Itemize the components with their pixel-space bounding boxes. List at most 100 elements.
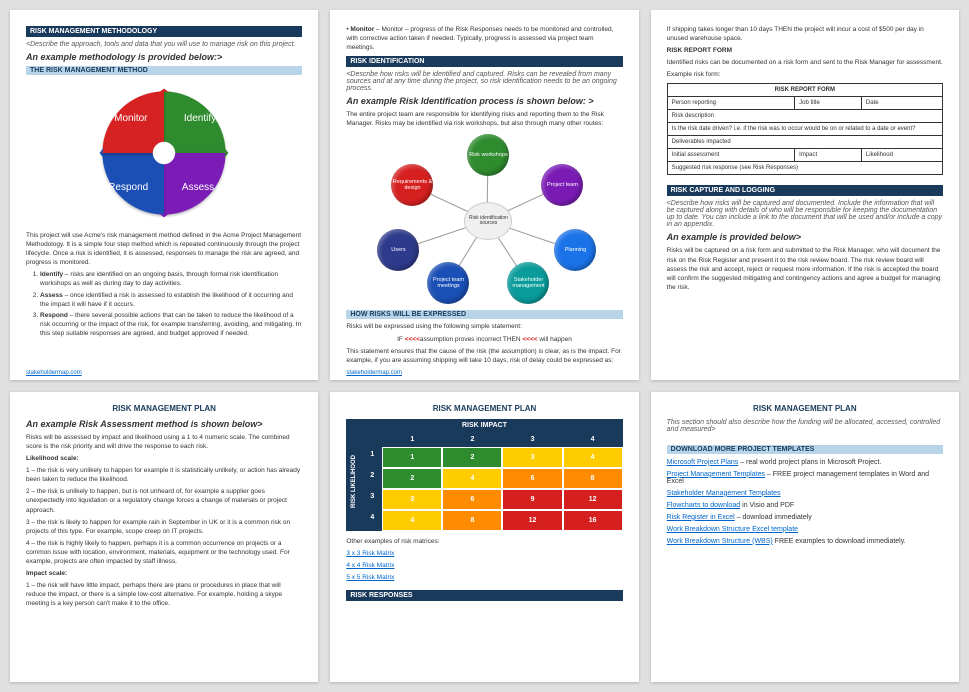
download-link[interactable]: Flowcharts to download (667, 502, 741, 509)
likelihood-item: 4 – the risk is highly likely to happen,… (26, 539, 302, 566)
express-closing: This statement ensures that the cause of… (346, 347, 622, 365)
table-cell: Suggested risk response (see Risk Respon… (667, 162, 942, 175)
page-5: RISK MANAGEMENT PLAN RISK IMPACT RISK LI… (330, 392, 638, 682)
page-3: If shipping takes longer than 10 days TH… (651, 10, 959, 380)
express-heading: HOW RISKS WILL BE EXPRESSED (346, 310, 622, 319)
matrix-row-header: 2 (362, 468, 382, 489)
matrix-row-header: 4 (362, 510, 382, 531)
plan-title: RISK MANAGEMENT PLAN (346, 404, 622, 413)
table-row: Deliverables impacted (667, 136, 942, 149)
shipping-example: If shipping takes longer than 10 days TH… (667, 25, 943, 43)
method-subheading: THE RISK MANAGEMENT METHOD (26, 66, 302, 75)
table-cell: Likelihood (861, 149, 942, 162)
pie-label-monitor: Monitor (114, 113, 147, 124)
download-heading: DOWNLOAD MORE PROJECT TEMPLATES (667, 445, 943, 454)
risk-matrix: RISK IMPACT RISK LIKELIHOOD1234112342246… (346, 419, 622, 531)
express-text: Risks will be expressed using the follow… (346, 322, 622, 331)
download-link[interactable]: Stakeholder Management Templates (667, 490, 781, 497)
spider-diagram: Risk workshops Project team PlanningStakeh… (369, 134, 599, 304)
risk-report-table: RISK REPORT FORMPerson reportingJob titl… (667, 83, 943, 175)
methodology-desc: <Describe the approach, tools and data t… (26, 41, 302, 48)
footer-link[interactable]: stakeholdermap.com (346, 370, 402, 376)
form-title: RISK REPORT FORM (667, 46, 943, 55)
risk-id-desc: <Describe how risks will be identified a… (346, 71, 622, 92)
pie-svg (94, 83, 234, 223)
download-desc: – real world project plans in Microsoft … (738, 459, 881, 466)
step-respond: Respond – there several possible actions… (40, 311, 302, 338)
spider-center: Risk identification sources (464, 202, 512, 240)
matrix-cell: 16 (563, 510, 623, 531)
download-item: Flowcharts to download in Visio and PDF (667, 502, 943, 509)
monitor-line: • Monitor – Monitor – progress of the Ri… (346, 25, 622, 52)
likelihood-list: 1 – the risk is very unlikely to happen … (26, 466, 302, 566)
download-link[interactable]: Work Breakdown Structure Excel template (667, 526, 798, 533)
download-link[interactable]: Project Management Templates (667, 471, 765, 478)
download-item: Microsoft Project Plans – real world pro… (667, 459, 943, 466)
spider-node: Risk workshops (467, 134, 509, 176)
matrix-cell: 3 (382, 489, 442, 510)
matrix-links: 3 x 3 Risk Matrix 4 x 4 Risk Matrix 5 x 5 … (346, 549, 622, 582)
plan-title: RISK MANAGEMENT PLAN (667, 404, 943, 413)
matrix-cell: 2 (442, 447, 502, 468)
spider-node: Planning (554, 229, 596, 271)
matrix-cell: 4 (382, 510, 442, 531)
table-header: RISK REPORT FORM (667, 84, 942, 97)
download-desc: in Visio and PDF (740, 502, 794, 509)
download-link[interactable]: Risk Register in Excel (667, 514, 735, 521)
matrix-cell: 6 (442, 489, 502, 510)
likelihood-item: 3 – the risk is likely to happen for exa… (26, 518, 302, 536)
capture-text: Risks will be captured on a risk form an… (667, 246, 943, 291)
matrix-col-header: 4 (563, 432, 623, 447)
other-examples: Other examples of risk matrices: (346, 537, 622, 546)
matrix-cell: 8 (442, 510, 502, 531)
table-cell: Risk description (667, 110, 942, 123)
matrix-cell: 12 (502, 510, 562, 531)
risk-methodology-heading: RISK MANAGEMENT METHODOLOGY (26, 26, 302, 37)
spider-node: Stakeholder management (507, 262, 549, 304)
assess-intro: Risks will be assessed by impact and lik… (26, 433, 302, 451)
download-desc: – download immediately (735, 514, 812, 521)
likelihood-item: 1 – the risk is very unlikely to happen … (26, 466, 302, 484)
download-links: Microsoft Project Plans – real world pro… (667, 459, 943, 545)
table-cell: Job title (795, 97, 862, 110)
download-link[interactable]: Work Breakdown Structure (WBS) (667, 538, 773, 545)
impact-title: Impact scale: (26, 569, 302, 578)
assess-example: An example Risk Assessment method is sho… (26, 419, 302, 429)
matrix-cell: 12 (563, 489, 623, 510)
likelihood-item: 2 – the risk is unlikely to happen, but … (26, 487, 302, 514)
spider-node: Users (377, 229, 419, 271)
matrix-link[interactable]: 3 x 3 Risk Matrix (346, 550, 394, 557)
table-cell: Deliverables impacted (667, 136, 942, 149)
matrix-cell: 1 (382, 447, 442, 468)
table-cell: Person reporting (667, 97, 795, 110)
matrix-impact-title: RISK IMPACT (346, 419, 622, 432)
footer-link[interactable]: stakeholdermap.com (26, 370, 82, 376)
responses-heading: RISK RESPONSES (346, 590, 622, 601)
matrix-cell: 3 (502, 447, 562, 468)
table-row: Suggested risk response (see Risk Respon… (667, 162, 942, 175)
download-link[interactable]: Microsoft Project Plans (667, 459, 739, 466)
download-item: Work Breakdown Structure Excel template (667, 526, 943, 533)
download-desc: FREE examples to download immediately. (773, 538, 906, 545)
matrix-cell: 2 (382, 468, 442, 489)
matrix-cell: 9 (502, 489, 562, 510)
table-row: Is the risk date driven? i.e. if the ris… (667, 123, 942, 136)
form-sub: Example risk form: (667, 70, 943, 79)
team-line: The entire project team are responsible … (346, 110, 622, 128)
capture-heading: RISK CAPTURE AND LOGGING (667, 185, 943, 196)
matrix-link[interactable]: 5 x 5 Risk Matrix (346, 574, 394, 581)
monitor-text: Monitor – progress of the Risk Responses… (346, 26, 613, 51)
table-cell: Is the risk date driven? i.e. if the ris… (667, 123, 942, 136)
matrix-cell: 4 (563, 447, 623, 468)
risk-id-example: An example Risk Identification process i… (346, 96, 622, 106)
table-cell: Initial assessment (667, 149, 795, 162)
capture-desc: <Describe how risks will be captured and… (667, 200, 943, 228)
pie-label-assess: Assess (182, 182, 214, 193)
download-item: Risk Register in Excel – download immedi… (667, 514, 943, 521)
spider-node: Project team (541, 164, 583, 206)
matrix-col-header: 1 (382, 432, 442, 447)
matrix-link[interactable]: 4 x 4 Risk Matrix (346, 562, 394, 569)
funding-desc: This section should also describe how th… (667, 419, 943, 433)
example-line: An example methodology is provided below… (26, 52, 302, 62)
matrix-cell: 4 (442, 468, 502, 489)
